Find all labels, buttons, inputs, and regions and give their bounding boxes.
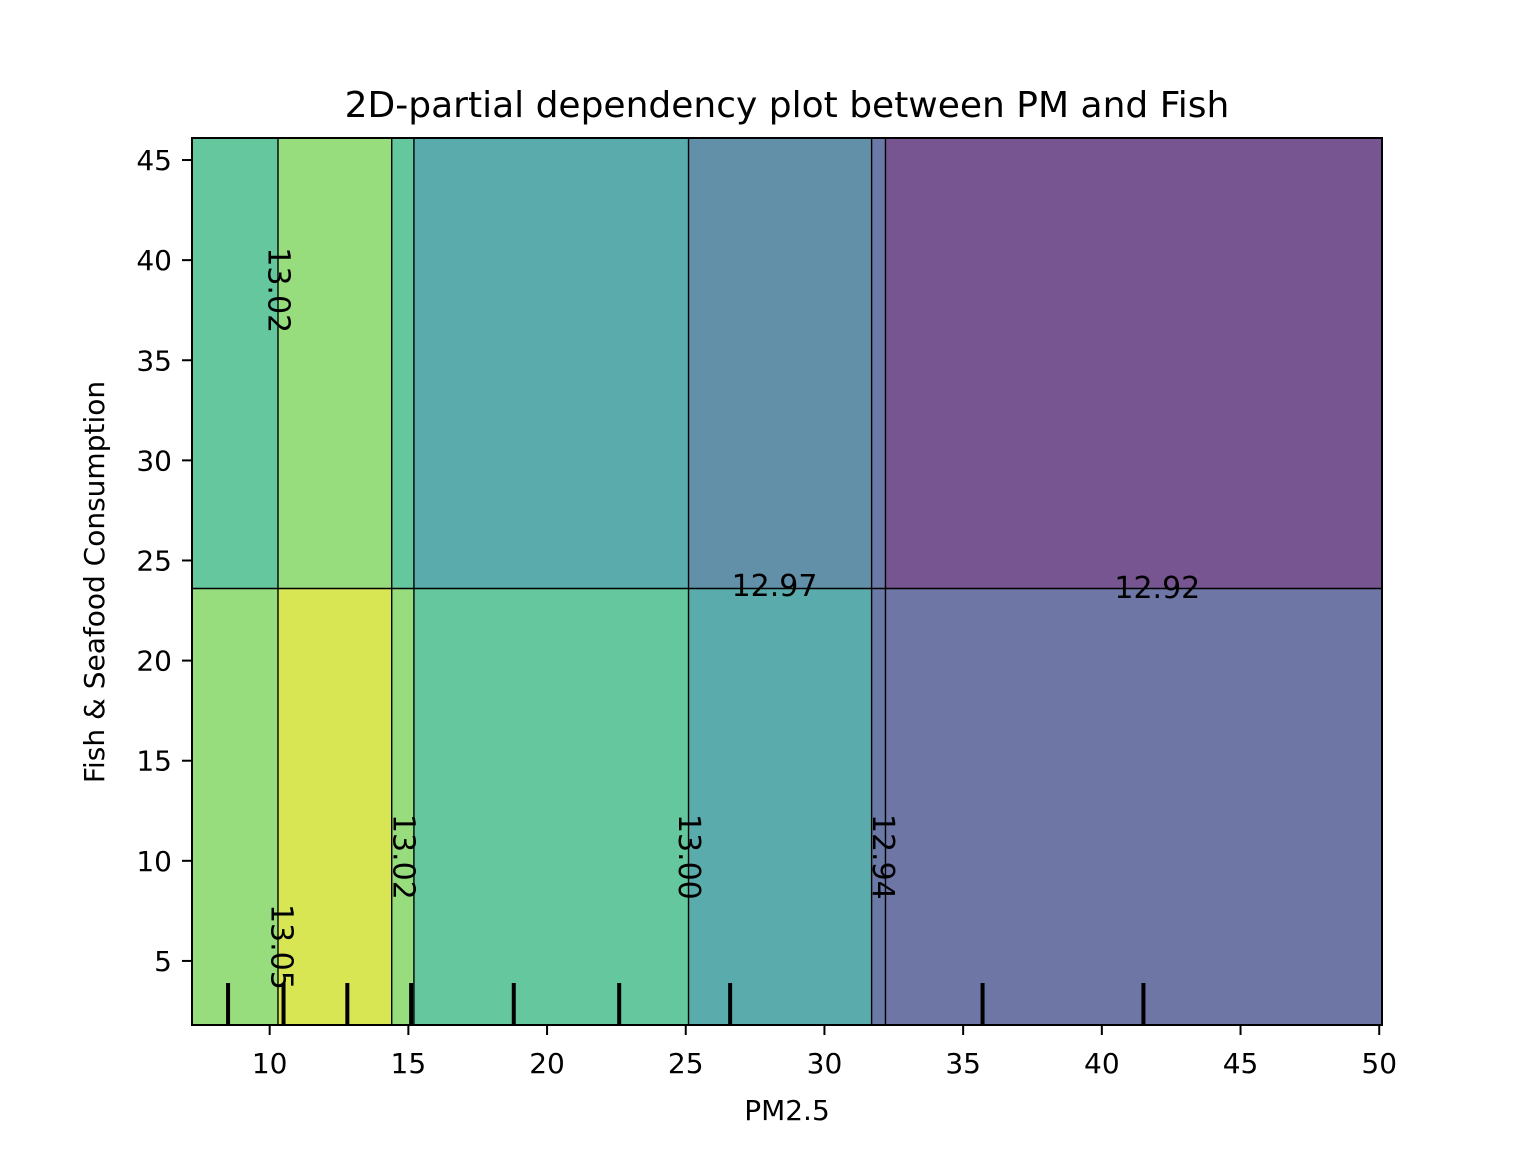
contour-label-group: 12.97 [732,569,818,604]
contour-label: 12.97 [732,569,818,604]
x-axis: 10 15 20 25 30 35 40 45 50 [252,1025,1397,1080]
contour-region [391,138,415,590]
y-tick-label: 25 [136,544,172,577]
contour-label: 13.02 [385,814,420,900]
contour-region [192,588,279,1026]
y-tick-label: 40 [136,244,172,277]
y-tick-label: 5 [154,945,172,978]
contour-label-group: 13.02 [385,814,420,900]
contour-region [885,138,1383,590]
x-tick-label: 40 [1084,1047,1120,1080]
contour-region [391,588,415,1026]
contour-label-group: 13.05 [263,904,298,990]
plot-frame [191,137,1383,1026]
contour-region [688,588,873,1026]
contour-region [688,138,873,590]
y-tick-label: 10 [136,845,172,878]
y-axis-label: Fish & Seafood Consumption [78,381,111,783]
plot-area: 13.02 12.97 12.92 13.02 13.00 12.94 13.05 [191,137,1383,1026]
y-tick-label: 45 [136,144,172,177]
x-tick-label: 25 [668,1047,704,1080]
contour-label: 13.02 [260,247,295,333]
contour-label: 12.92 [1114,571,1200,606]
y-tick-label: 30 [136,444,172,477]
contour-region [885,588,1383,1026]
x-tick-label: 30 [807,1047,843,1080]
contour-label-group: 12.92 [1114,571,1200,606]
y-tick-label: 20 [136,645,172,678]
y-tick-label: 15 [136,745,172,778]
contour-region [277,588,393,1026]
contour-label-group: 13.02 [260,247,295,333]
x-tick-label: 45 [1223,1047,1259,1080]
x-tick-label: 10 [252,1047,288,1080]
x-tick-label: 35 [945,1047,981,1080]
y-tick-label: 35 [136,344,172,377]
x-tick-label: 50 [1361,1047,1397,1080]
contour-label: 13.00 [671,814,706,900]
contour-label: 12.94 [865,814,900,900]
contour-label-group: 13.00 [671,814,706,900]
contour-region [413,588,690,1026]
contour-region [413,138,690,590]
contour-region [871,138,887,590]
contour-label-group: 12.94 [865,814,900,900]
x-tick-label: 15 [391,1047,427,1080]
contour-region [192,138,279,590]
y-axis: 5 10 15 20 25 30 35 40 45 [136,144,192,978]
contour-region [277,138,393,590]
contour-label: 13.05 [263,904,298,990]
x-axis-label: PM2.5 [744,1094,830,1127]
x-tick-label: 20 [529,1047,565,1080]
chart-title: 2D-partial dependency plot between PM an… [345,85,1230,126]
contour-region [871,588,887,1026]
